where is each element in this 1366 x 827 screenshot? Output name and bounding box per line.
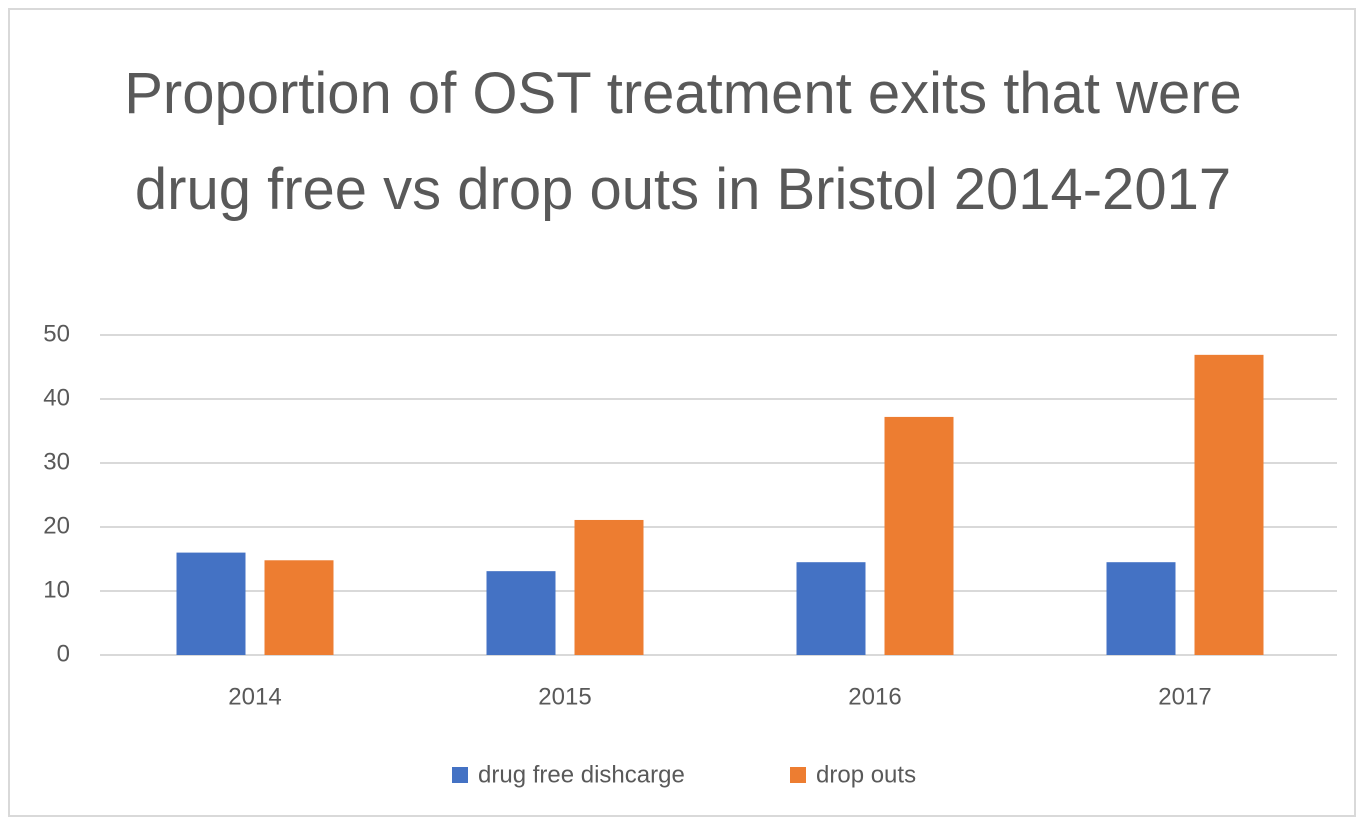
bar [796, 562, 866, 655]
y-tick-label: 20 [43, 512, 70, 539]
bar [574, 519, 644, 655]
x-tick-label: 2017 [1158, 683, 1211, 710]
bar [1194, 354, 1264, 655]
y-tick-label: 30 [43, 448, 70, 475]
y-tick-label: 40 [43, 384, 70, 411]
bar [264, 560, 334, 655]
bar [1106, 562, 1176, 655]
x-tick-label: 2014 [228, 683, 281, 710]
chart-title: Proportion of OST treatment exits that w… [124, 61, 1242, 222]
bar [884, 416, 954, 655]
y-tick-label: 50 [43, 320, 70, 347]
legend-swatch [790, 767, 806, 783]
bar [176, 552, 246, 655]
x-tick-label: 2015 [538, 683, 591, 710]
bar [486, 571, 556, 655]
x-tick-label: 2016 [848, 683, 901, 710]
y-tick-label: 10 [43, 576, 70, 603]
legend-label: drug free dishcarge [478, 761, 685, 788]
y-tick-label: 0 [57, 640, 70, 667]
legend-swatch [452, 767, 468, 783]
legend-label: drop outs [816, 761, 916, 788]
chart-frame [8, 8, 1356, 817]
